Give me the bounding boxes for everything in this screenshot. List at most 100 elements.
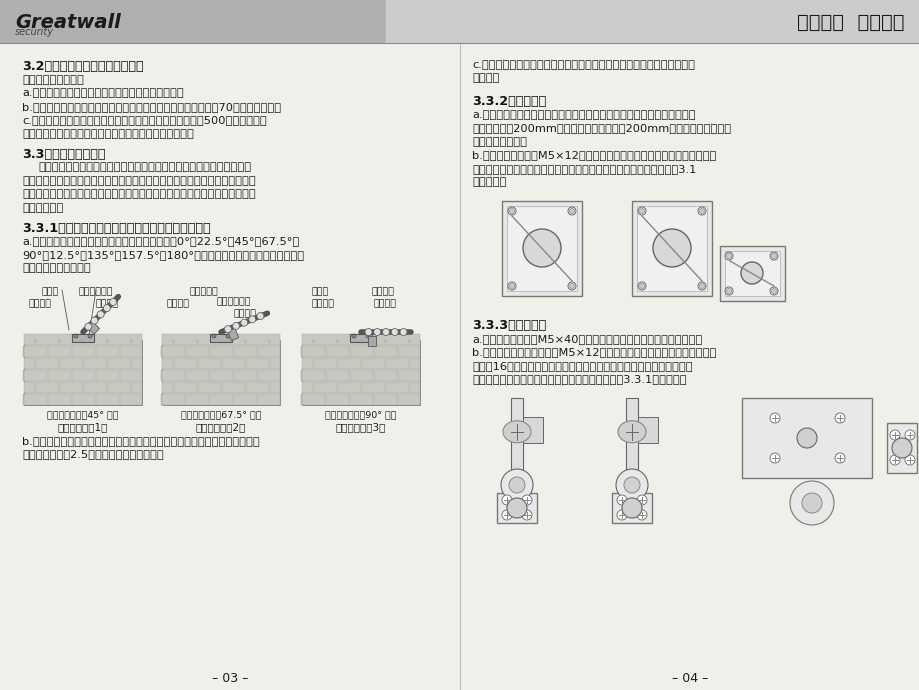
- Bar: [398, 394, 420, 405]
- Circle shape: [616, 469, 647, 501]
- Text: 3.3.2组装中间杆: 3.3.2组装中间杆: [471, 95, 546, 108]
- Bar: [48, 370, 71, 381]
- Bar: [174, 382, 197, 393]
- Text: 万向底座: 万向底座: [312, 299, 335, 308]
- Bar: [162, 382, 173, 393]
- Circle shape: [637, 207, 645, 215]
- Bar: [886, 423, 916, 473]
- Circle shape: [623, 477, 640, 493]
- Circle shape: [771, 288, 776, 293]
- Bar: [257, 370, 279, 381]
- Circle shape: [769, 413, 779, 423]
- Bar: [161, 394, 162, 405]
- Bar: [174, 358, 197, 369]
- Text: 万向底座: 万向底座: [29, 299, 52, 308]
- Bar: [506, 206, 576, 291]
- Bar: [0, 0, 386, 42]
- Bar: [119, 370, 142, 381]
- Bar: [374, 394, 397, 405]
- Text: 砖混墙安装围栏67.5° 倾角: 砖混墙安装围栏67.5° 倾角: [180, 410, 261, 419]
- Text: 3.3围栏的安装与施工: 3.3围栏的安装与施工: [22, 148, 106, 161]
- Bar: [72, 346, 95, 357]
- Bar: [257, 346, 279, 357]
- Bar: [23, 394, 24, 405]
- Bar: [325, 346, 348, 357]
- Bar: [325, 370, 348, 381]
- Text: 线之间的距离200mm、最下一根线距地面为200mm】，将围栏固定开口: 线之间的距离200mm、最下一根线距地面为200mm】，将围栏固定开口: [471, 124, 731, 133]
- Circle shape: [726, 253, 731, 259]
- Text: 底座螺栓: 底座螺栓: [96, 299, 119, 308]
- Bar: [221, 358, 244, 369]
- Text: 屏蔽双绞线。: 屏蔽双绞线。: [22, 203, 63, 213]
- Circle shape: [796, 428, 816, 448]
- Text: 连接螺栓: 连接螺栓: [371, 287, 394, 296]
- Bar: [313, 382, 336, 393]
- Bar: [386, 334, 409, 345]
- Circle shape: [88, 334, 92, 338]
- Bar: [410, 334, 420, 345]
- Circle shape: [352, 334, 356, 338]
- Circle shape: [698, 208, 704, 213]
- Bar: [374, 370, 397, 381]
- Bar: [24, 334, 35, 345]
- Bar: [131, 334, 142, 345]
- Bar: [301, 346, 324, 357]
- Ellipse shape: [618, 421, 645, 443]
- Bar: [496, 493, 537, 523]
- Bar: [60, 382, 83, 393]
- Text: 应尽量靠近拐角（非垂直安装时，不易在转角处分区）。: 应尽量靠近拐角（非垂直安装时，不易在转角处分区）。: [22, 129, 194, 139]
- Bar: [325, 394, 348, 405]
- Bar: [24, 358, 35, 369]
- Bar: [84, 382, 107, 393]
- Text: 固定方式（图2）: 固定方式（图2）: [196, 422, 246, 432]
- Circle shape: [904, 455, 914, 465]
- Circle shape: [636, 510, 646, 520]
- Bar: [374, 346, 397, 357]
- Bar: [210, 346, 233, 357]
- Circle shape: [769, 287, 777, 295]
- Circle shape: [224, 326, 232, 333]
- Bar: [410, 358, 420, 369]
- Circle shape: [769, 252, 777, 260]
- Bar: [131, 358, 142, 369]
- Text: 强干扰源（如发射台等高频设备），若有，则在施工图中标明信号线必须采用: 强干扰源（如发射台等高频设备），若有，则在施工图中标明信号线必须采用: [22, 190, 255, 199]
- Bar: [625, 398, 637, 473]
- Circle shape: [834, 413, 844, 423]
- Bar: [313, 334, 336, 345]
- Bar: [210, 334, 232, 342]
- Bar: [161, 346, 162, 357]
- Text: c.根据用户管理的要求将周界分为若干区。每区最长距离为500米，分区要求: c.根据用户管理的要求将周界分为若干区。每区最长距离为500米，分区要求: [22, 115, 267, 126]
- Bar: [198, 334, 221, 345]
- Text: – 03 –: – 03 –: [211, 672, 248, 685]
- Bar: [221, 382, 244, 393]
- Circle shape: [724, 252, 732, 260]
- Text: 线、管道无冲突；围栏附近的范围内无杂物；围栏装置装设地点附近是否存在: 线、管道无冲突；围栏附近的范围内无杂物；围栏装置装设地点附近是否存在: [22, 176, 255, 186]
- Text: Greatwall: Greatwall: [15, 13, 120, 32]
- Circle shape: [226, 334, 230, 338]
- Bar: [108, 358, 130, 369]
- Bar: [349, 334, 371, 342]
- Circle shape: [109, 299, 117, 306]
- Bar: [233, 370, 256, 381]
- Text: 调整为同一方向。: 调整为同一方向。: [471, 137, 527, 147]
- Circle shape: [97, 310, 104, 318]
- Text: b.用中间杆固定件、M5×12螺丝钉将中间杆固定在万向底座上（注意：围: b.用中间杆固定件、M5×12螺丝钉将中间杆固定在万向底座上（注意：围: [471, 150, 716, 161]
- Bar: [72, 334, 94, 342]
- Circle shape: [617, 510, 627, 520]
- Text: 砖混墙安装围栏90° 直角: 砖混墙安装围栏90° 直角: [325, 410, 396, 419]
- Circle shape: [506, 498, 527, 518]
- Bar: [245, 382, 268, 393]
- Bar: [349, 346, 372, 357]
- Bar: [84, 358, 107, 369]
- Text: 底座螺栓: 底座螺栓: [374, 299, 397, 308]
- Text: 中间杆: 中间杆: [42, 287, 59, 296]
- Text: 电子围栏分区原则：: 电子围栏分区原则：: [22, 75, 84, 85]
- Circle shape: [639, 208, 644, 213]
- Bar: [72, 370, 95, 381]
- Text: security: security: [15, 27, 54, 37]
- Text: c.保护对象：防止外界人侵时建议为外倾式安装，防止内部翻越时建议为: c.保护对象：防止外界人侵时建议为外倾式安装，防止内部翻越时建议为: [471, 60, 694, 70]
- Circle shape: [382, 328, 389, 335]
- Text: 3.2设计电子围栏系统的注意事项: 3.2设计电子围栏系统的注意事项: [22, 60, 143, 73]
- Bar: [24, 382, 35, 393]
- Circle shape: [652, 229, 690, 267]
